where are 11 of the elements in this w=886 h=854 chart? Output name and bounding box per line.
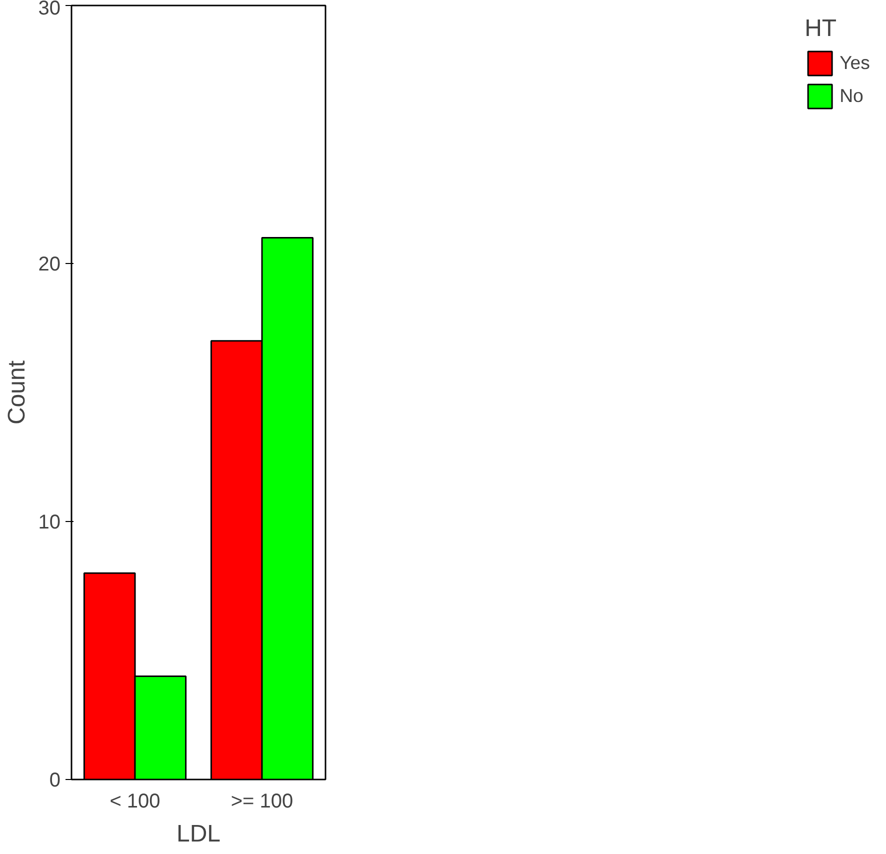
y-tick-label: 0 [49,770,60,792]
x-tick-label: >= 100 [230,790,294,812]
x-tick-label: < 100 [110,790,160,812]
legend-label: No [840,85,864,107]
x-axis-title: LDL [176,820,221,848]
y-tick-label: 20 [38,254,61,276]
legend-label: Yes [840,52,870,74]
y-axis-title: Count [3,360,30,425]
legend-title: HT [804,15,838,43]
y-tick-label: 10 [38,512,61,534]
y-tick-label: 30 [38,0,61,20]
